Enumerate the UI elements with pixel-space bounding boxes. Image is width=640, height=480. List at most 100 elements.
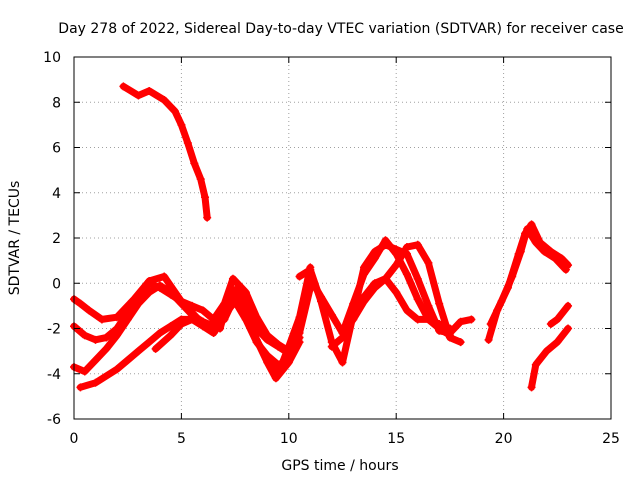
data-point bbox=[160, 95, 169, 104]
data-point bbox=[349, 299, 358, 308]
data-point bbox=[196, 175, 205, 184]
data-point bbox=[241, 288, 250, 297]
data-point bbox=[467, 315, 476, 324]
data-point bbox=[134, 347, 143, 356]
series-track-13 bbox=[528, 325, 572, 391]
data-point bbox=[327, 310, 336, 319]
data-point bbox=[456, 338, 465, 347]
data-point bbox=[177, 299, 186, 308]
data-point bbox=[295, 329, 304, 338]
series-track-4 bbox=[70, 282, 303, 375]
data-point bbox=[228, 274, 237, 283]
data-point bbox=[435, 299, 444, 308]
series-track-12 bbox=[487, 225, 570, 328]
data-point bbox=[553, 338, 562, 347]
data-point bbox=[170, 107, 179, 116]
data-point bbox=[97, 315, 106, 324]
data-point bbox=[155, 281, 164, 290]
data-point bbox=[531, 360, 540, 369]
y-tick-label: -4 bbox=[47, 367, 61, 383]
y-tick-label: 0 bbox=[52, 276, 61, 292]
data-point bbox=[123, 315, 132, 324]
data-point bbox=[542, 347, 551, 356]
data-point bbox=[80, 331, 89, 340]
data-point bbox=[91, 378, 100, 387]
data-point bbox=[370, 279, 379, 288]
y-tick-label: 10 bbox=[43, 50, 61, 66]
data-point bbox=[392, 288, 401, 297]
data-point bbox=[456, 317, 465, 326]
data-point bbox=[484, 335, 493, 344]
data-point bbox=[112, 365, 121, 374]
y-tick-label: 2 bbox=[52, 231, 61, 247]
data-point bbox=[306, 274, 315, 283]
data-point bbox=[338, 333, 347, 342]
data-point bbox=[271, 374, 280, 383]
data-series bbox=[70, 82, 573, 392]
y-tick-label: -2 bbox=[47, 322, 61, 338]
y-tick-label: 8 bbox=[52, 95, 61, 111]
x-tick-label: 15 bbox=[387, 431, 405, 447]
data-point bbox=[80, 367, 89, 376]
data-point bbox=[177, 120, 186, 129]
x-tick-label: 20 bbox=[495, 431, 513, 447]
data-point bbox=[231, 286, 240, 295]
data-point bbox=[91, 356, 100, 365]
x-tick-label: 25 bbox=[602, 431, 620, 447]
data-point bbox=[119, 82, 128, 91]
data-point bbox=[160, 272, 169, 281]
y-tick-label: 6 bbox=[52, 141, 61, 157]
data-point bbox=[209, 329, 218, 338]
data-point bbox=[561, 265, 570, 274]
data-point bbox=[274, 342, 283, 351]
data-point bbox=[424, 301, 433, 310]
data-point bbox=[183, 138, 192, 147]
data-point bbox=[201, 193, 210, 202]
data-point bbox=[252, 338, 261, 347]
data-point bbox=[76, 299, 85, 308]
data-point bbox=[85, 306, 94, 315]
y-tick-label: -6 bbox=[47, 412, 61, 428]
data-point bbox=[424, 315, 433, 324]
data-point bbox=[413, 240, 422, 249]
data-point bbox=[91, 335, 100, 344]
data-point bbox=[527, 220, 536, 229]
data-point bbox=[435, 319, 444, 328]
data-point bbox=[112, 313, 121, 322]
y-axis-label: SDTVAR / TECUs bbox=[7, 181, 23, 296]
data-point bbox=[151, 344, 160, 353]
data-point bbox=[381, 236, 390, 245]
data-point bbox=[76, 383, 85, 392]
data-point bbox=[370, 254, 379, 263]
data-point bbox=[445, 324, 454, 333]
data-point bbox=[145, 338, 154, 347]
data-point bbox=[263, 335, 272, 344]
data-point bbox=[102, 344, 111, 353]
tick-labels: 0 5 10 15 20 25 -6 -4 -2 0 2 4 6 8 10 bbox=[43, 50, 620, 447]
data-point bbox=[516, 247, 525, 256]
data-point bbox=[402, 306, 411, 315]
data-point bbox=[445, 333, 454, 342]
data-point bbox=[166, 331, 175, 340]
data-point bbox=[523, 224, 532, 233]
data-point bbox=[112, 331, 121, 340]
data-point bbox=[546, 319, 555, 328]
data-point bbox=[508, 272, 517, 281]
data-point bbox=[413, 274, 422, 283]
data-point bbox=[134, 91, 143, 100]
data-point bbox=[564, 324, 573, 333]
data-point bbox=[306, 265, 315, 274]
data-point bbox=[359, 270, 368, 279]
data-point bbox=[540, 247, 549, 256]
data-point bbox=[263, 351, 272, 360]
data-point bbox=[231, 297, 240, 306]
data-point bbox=[155, 329, 164, 338]
data-point bbox=[220, 310, 229, 319]
data-point bbox=[527, 383, 536, 392]
data-point bbox=[564, 301, 573, 310]
data-point bbox=[198, 317, 207, 326]
series-track-14 bbox=[547, 302, 572, 328]
data-point bbox=[402, 270, 411, 279]
